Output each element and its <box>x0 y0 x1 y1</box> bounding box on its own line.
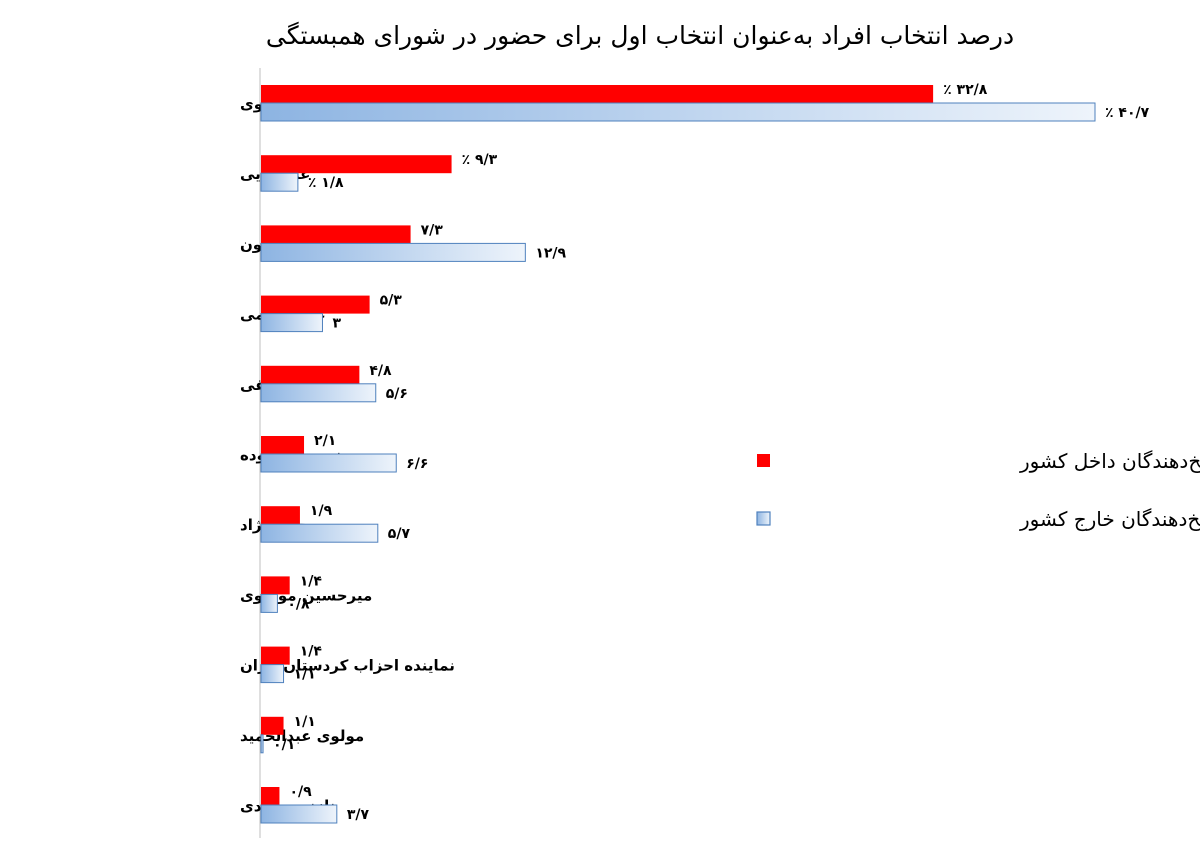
data-label-abroad: ۵/۷ <box>388 526 411 542</box>
data-label-domestic: ۰/۹ <box>289 784 312 800</box>
bar-domestic <box>261 85 934 103</box>
data-label-abroad: ۰/۱ <box>273 737 295 753</box>
bar-abroad <box>260 383 377 403</box>
bar-abroad <box>260 664 285 684</box>
category-label: نماینده احزاب کردستان ایران <box>240 657 455 675</box>
data-label-abroad: ۳ <box>332 316 341 332</box>
bar-abroad <box>260 593 278 613</box>
data-label-domestic: ۱/۱ <box>294 714 316 730</box>
data-label-domestic: ٪ ۳۲/۸ <box>943 82 988 98</box>
bar-abroad <box>260 313 323 333</box>
data-label-domestic: ۷/۳ <box>421 222 444 238</box>
bar-domestic <box>261 155 452 174</box>
bar-domestic <box>261 646 290 665</box>
bar-domestic <box>261 787 280 805</box>
bar-abroad <box>260 172 299 192</box>
data-label-abroad: ۱/۱ <box>294 667 316 683</box>
bar-domestic <box>261 506 300 525</box>
data-label-abroad: ۶/۶ <box>406 456 428 472</box>
bars-group: رضا پهلوی٪ ۳۲/۸٪ ۴۰/۷علی دایی٪ ۹/۳٪ ۱/۸ح… <box>240 82 1150 824</box>
chart-title: درصد انتخاب افراد به‌عنوان انتخاب اول بر… <box>266 21 1014 51</box>
bar-abroad <box>260 804 338 824</box>
bar-domestic <box>261 436 305 454</box>
legend-swatch-abroad <box>756 511 771 526</box>
data-label-domestic: ٪ ۹/۳ <box>462 152 498 168</box>
bar-domestic <box>261 295 370 314</box>
bar-domestic <box>261 716 284 735</box>
bar-abroad <box>260 242 526 262</box>
bar-abroad <box>260 102 1096 122</box>
legend-label-domestic: پاسخ‌دهندگان داخل کشور <box>1019 449 1200 474</box>
legend-label-abroad: پاسخ‌دهندگان خارج کشور <box>1019 507 1200 532</box>
data-label-domestic: ۱/۴ <box>300 573 323 589</box>
data-label-abroad: ۱۲/۹ <box>535 245 566 261</box>
data-label-domestic: ۵/۳ <box>380 293 403 309</box>
bar-domestic <box>261 576 290 595</box>
legend-swatch-domestic <box>757 454 770 467</box>
legend: پاسخ‌دهندگان داخل کشور پاسخ‌دهندگان خارج… <box>756 449 1200 532</box>
bar-abroad <box>260 734 264 754</box>
data-label-domestic: ۱/۹ <box>310 503 333 519</box>
bar-abroad <box>260 453 397 473</box>
bar-abroad <box>260 523 379 543</box>
data-label-domestic: ۲/۱ <box>314 433 336 449</box>
data-label-abroad: ٪ ۱/۸ <box>308 175 344 191</box>
data-label-domestic: ۴/۸ <box>369 363 392 379</box>
bar-domestic <box>261 365 360 384</box>
data-label-abroad: ٪ ۴۰/۷ <box>1105 105 1150 121</box>
data-label-abroad: ۵/۶ <box>386 386 408 402</box>
bar-domestic <box>261 225 411 244</box>
data-label-domestic: ۱/۴ <box>300 644 323 660</box>
data-label-abroad: ۰/۸ <box>287 596 310 612</box>
data-label-abroad: ۳/۷ <box>347 807 370 823</box>
